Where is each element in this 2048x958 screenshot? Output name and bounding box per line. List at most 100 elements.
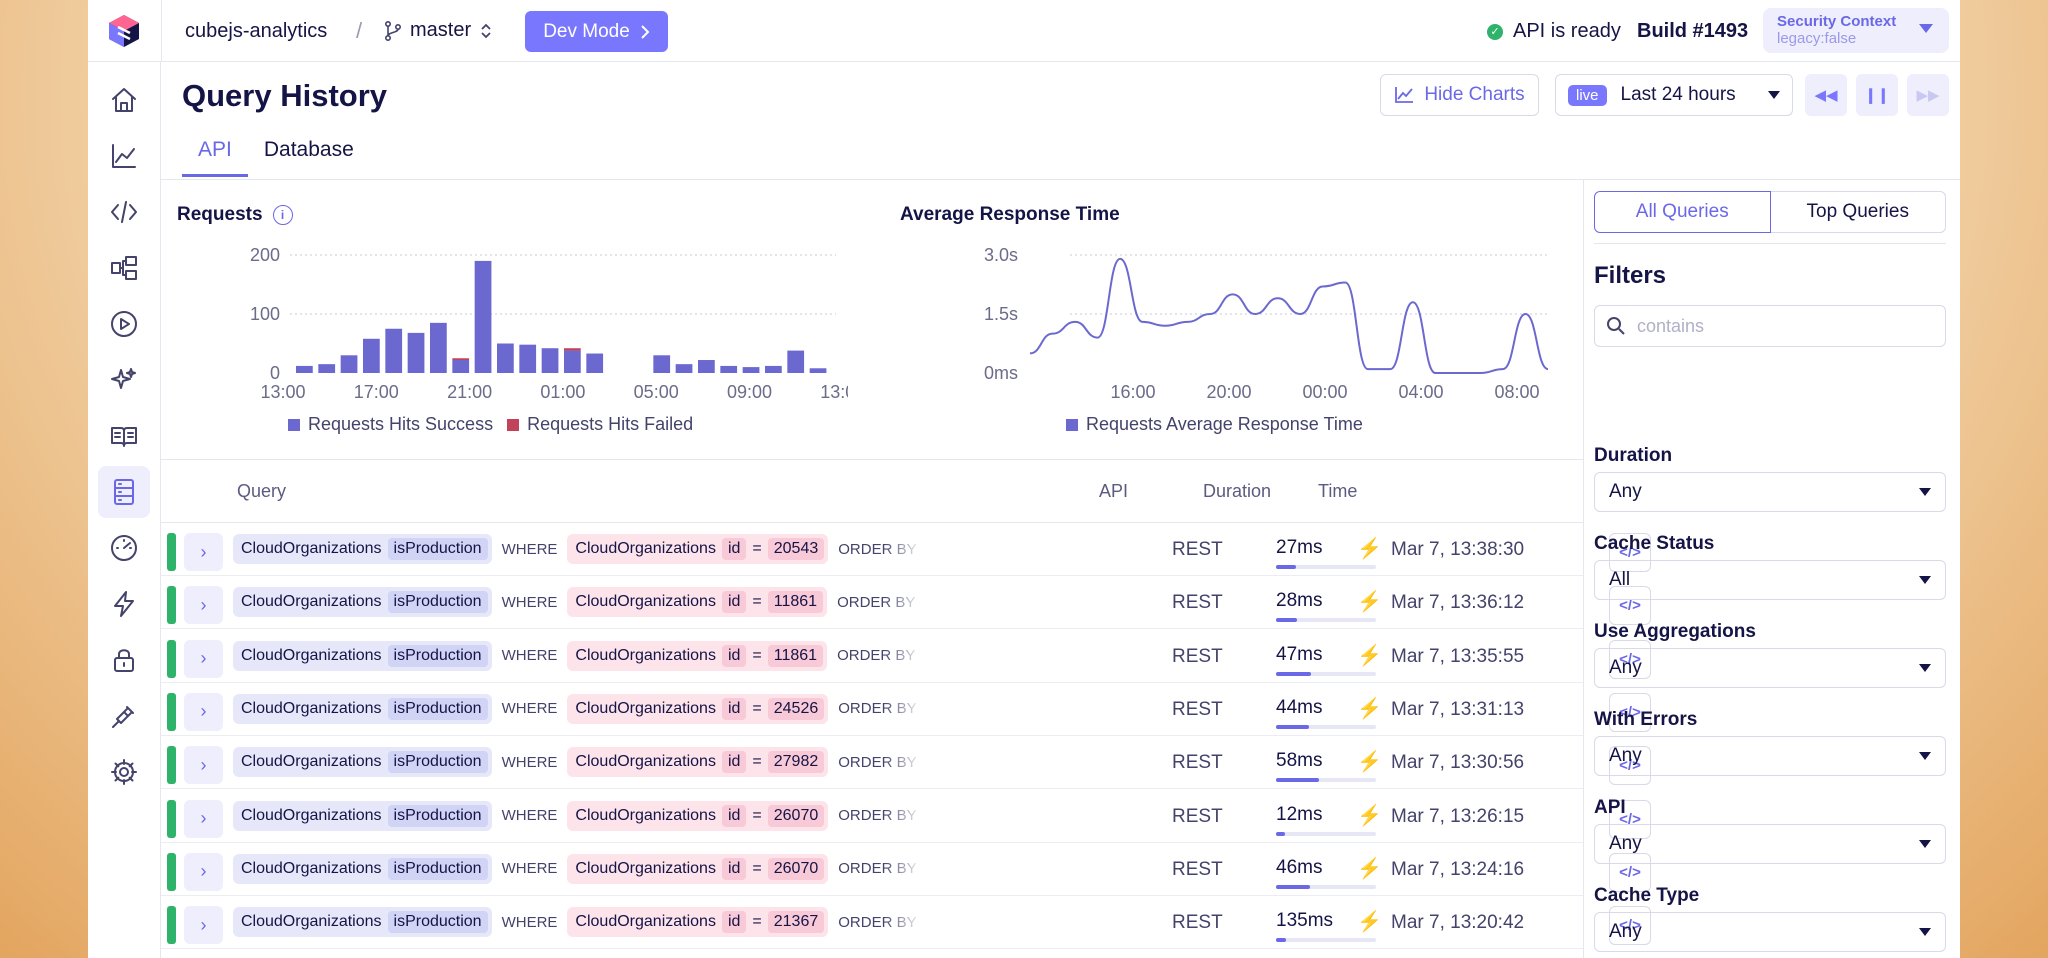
bar-success[interactable]	[430, 322, 447, 373]
table-row[interactable]: › CloudOrganizations isProduction WHERE …	[161, 523, 1651, 576]
bar-success[interactable]	[363, 338, 380, 373]
bar-failed[interactable]	[452, 358, 470, 361]
project-name[interactable]: cubejs-analytics	[185, 20, 328, 42]
bar-success[interactable]	[519, 344, 537, 373]
query-summary: CloudOrganizations isProduction WHERE Cl…	[233, 587, 923, 618]
dev-mode-button[interactable]: Dev Mode	[525, 11, 668, 52]
security-context-button[interactable]: Security Context legacy:false	[1763, 8, 1949, 53]
bar-success[interactable]	[340, 355, 358, 373]
filter-select[interactable]: Any	[1594, 912, 1946, 952]
bar-success[interactable]	[742, 367, 760, 373]
view-code-button[interactable]: </>	[1609, 746, 1651, 786]
table-row[interactable]: › CloudOrganizations isProduction WHERE …	[161, 736, 1651, 790]
expand-row-button[interactable]: ›	[184, 533, 223, 571]
nav-security[interactable]	[98, 634, 150, 686]
table-row[interactable]: › CloudOrganizations isProduction WHERE …	[161, 843, 1651, 896]
filter-search-input[interactable]	[1594, 305, 1946, 347]
page-title: Query History	[182, 78, 388, 113]
bar-success[interactable]	[385, 328, 403, 373]
nav-settings[interactable]	[98, 746, 150, 798]
filter-select[interactable]: Any	[1594, 824, 1946, 864]
expand-row-button[interactable]: ›	[184, 799, 223, 838]
view-code-button[interactable]: </>	[1609, 533, 1651, 572]
response-time-line[interactable]	[1029, 257, 1549, 374]
table-row[interactable]: › CloudOrganizations isProduction WHERE …	[161, 630, 1651, 683]
view-code-button[interactable]: </>	[1609, 852, 1651, 892]
bar-success[interactable]	[452, 360, 470, 373]
table-row[interactable]: › CloudOrganizations isProduction WHERE …	[161, 896, 1651, 950]
cube-logo-icon[interactable]	[106, 13, 142, 49]
expand-row-button[interactable]: ›	[184, 906, 223, 945]
measure-chip: CloudOrganizations isProduction	[233, 534, 492, 564]
expand-row-button[interactable]: ›	[184, 746, 223, 785]
bar-success[interactable]	[474, 260, 492, 373]
bar-success[interactable]	[675, 364, 693, 373]
rewind-button[interactable]: ◀◀	[1805, 74, 1847, 116]
nav-playground[interactable]	[98, 298, 150, 350]
nav-code[interactable]	[98, 186, 150, 238]
nav-integrations[interactable]	[98, 690, 150, 742]
bar-success[interactable]	[720, 365, 738, 373]
nav-pre-aggregations[interactable]	[98, 578, 150, 630]
bar-success[interactable]	[698, 360, 715, 373]
view-code-button[interactable]: </>	[1609, 639, 1651, 679]
tab-bar: API Database	[182, 138, 354, 177]
header-divider	[161, 522, 1583, 523]
tab-api[interactable]: API	[182, 138, 248, 177]
nav-home[interactable]	[98, 74, 150, 126]
bar-success[interactable]	[296, 365, 313, 373]
expand-row-button[interactable]: ›	[184, 692, 223, 731]
bar-success[interactable]	[497, 343, 514, 374]
filter-select-value: Any	[1609, 745, 1642, 766]
bar-success[interactable]	[653, 355, 671, 373]
bar-success[interactable]	[318, 364, 336, 373]
duration-value: 27ms	[1276, 537, 1323, 558]
filter-chip: CloudOrganizations id = 26070	[567, 800, 829, 831]
nav-data-model[interactable]	[98, 242, 150, 294]
divider	[161, 0, 162, 62]
filter-select[interactable]: All	[1594, 560, 1946, 600]
nav-charts[interactable]	[98, 130, 150, 182]
bar-success[interactable]	[787, 350, 805, 373]
branch-selector[interactable]: master	[384, 19, 493, 42]
filter-chip: CloudOrganizations id = 21367	[567, 907, 829, 938]
bar-success[interactable]	[541, 348, 559, 373]
expand-row-button[interactable]: ›	[184, 639, 223, 678]
nav-ai[interactable]	[98, 354, 150, 406]
filter-select[interactable]: Any	[1594, 472, 1946, 512]
filter-value: 26070	[767, 857, 825, 880]
hide-charts-button[interactable]: Hide Charts	[1380, 74, 1539, 116]
pause-button[interactable]: ❙❙	[1856, 74, 1898, 116]
expand-row-button[interactable]: ›	[184, 586, 223, 625]
bar-failed[interactable]	[564, 348, 581, 351]
view-code-button[interactable]: </>	[1609, 906, 1651, 946]
bar-success[interactable]	[765, 365, 782, 373]
nav-query-history[interactable]	[98, 466, 150, 518]
filter-member: id	[721, 644, 747, 667]
filter-select[interactable]: Any	[1594, 648, 1946, 688]
table-row[interactable]: › CloudOrganizations isProduction WHERE …	[161, 790, 1651, 843]
view-code-button[interactable]: </>	[1609, 586, 1651, 626]
live-badge: live	[1568, 84, 1607, 106]
top-queries-button[interactable]: Top Queries	[1770, 191, 1946, 233]
forward-button[interactable]: ▶▶	[1907, 74, 1949, 116]
bar-success[interactable]	[586, 353, 604, 373]
forward-icon: ▶▶	[1916, 87, 1940, 104]
info-icon[interactable]: i	[272, 205, 293, 225]
table-row[interactable]: › CloudOrganizations isProduction WHERE …	[161, 683, 1651, 736]
expand-row-button[interactable]: ›	[184, 852, 223, 891]
tab-database[interactable]: Database	[263, 138, 354, 161]
filter-select[interactable]: Any	[1594, 736, 1946, 776]
time-range-select[interactable]: live Last 24 hours	[1555, 74, 1793, 116]
all-queries-button[interactable]: All Queries	[1594, 191, 1771, 233]
view-code-button[interactable]: </>	[1609, 692, 1651, 732]
home-icon	[112, 88, 136, 112]
where-keyword: WHERE	[501, 593, 558, 611]
bar-success[interactable]	[407, 332, 425, 373]
nav-performance[interactable]	[98, 522, 150, 574]
nav-docs[interactable]	[98, 410, 150, 462]
bar-success[interactable]	[809, 368, 827, 373]
bar-success[interactable]	[564, 350, 581, 373]
view-code-button[interactable]: </>	[1609, 799, 1651, 839]
table-row[interactable]: › CloudOrganizations isProduction WHERE …	[161, 576, 1651, 630]
